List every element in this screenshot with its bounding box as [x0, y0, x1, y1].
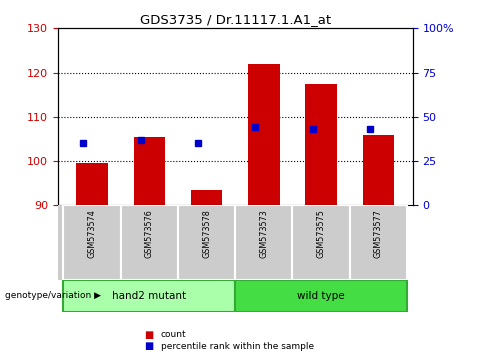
Text: percentile rank within the sample: percentile rank within the sample — [161, 342, 314, 351]
Bar — [63, 205, 120, 280]
Text: genotype/variation ▶: genotype/variation ▶ — [5, 291, 101, 300]
Text: GSM573576: GSM573576 — [145, 209, 154, 258]
Bar — [120, 205, 178, 280]
Bar — [363, 135, 394, 205]
Bar — [248, 64, 279, 205]
Text: GSM573573: GSM573573 — [259, 209, 268, 258]
Title: GDS3735 / Dr.11117.1.A1_at: GDS3735 / Dr.11117.1.A1_at — [140, 13, 331, 26]
Bar — [133, 137, 165, 205]
Bar — [178, 205, 235, 280]
Bar — [292, 205, 350, 280]
Bar — [305, 84, 337, 205]
Text: GSM573574: GSM573574 — [87, 209, 96, 258]
Bar — [191, 190, 222, 205]
Text: GSM573575: GSM573575 — [317, 209, 325, 258]
Text: GSM573578: GSM573578 — [202, 209, 211, 258]
Text: ■: ■ — [144, 330, 153, 339]
Text: wild type: wild type — [297, 291, 345, 301]
Bar — [63, 280, 235, 312]
Bar — [235, 205, 292, 280]
Bar — [76, 163, 108, 205]
Text: hand2 mutant: hand2 mutant — [112, 291, 186, 301]
Bar — [350, 205, 407, 280]
Text: GSM573577: GSM573577 — [374, 209, 383, 258]
Text: ■: ■ — [144, 341, 153, 351]
Text: count: count — [161, 330, 186, 339]
Bar — [235, 280, 407, 312]
